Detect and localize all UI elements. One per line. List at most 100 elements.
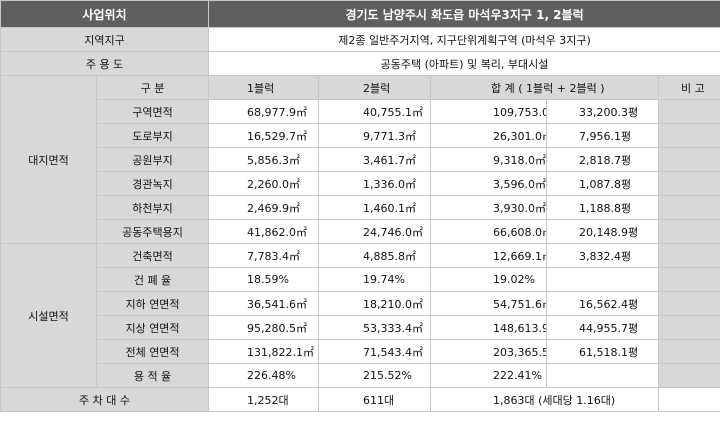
- col-remarks: 비 고: [658, 75, 720, 100]
- block2-cell: 53,333.4㎡: [318, 315, 432, 340]
- total-cell: 3,596.0㎡: [430, 171, 548, 196]
- pyeong-cell: 2,818.7평: [546, 147, 660, 172]
- table-row: 용 적 율 226.48% 215.52% 222.41%: [1, 363, 720, 388]
- location-row: 사업위치 경기도 남양주시 화도읍 마석우3지구 1, 2블럭: [0, 0, 720, 28]
- block2-cell: 3,461.7㎡: [318, 147, 432, 172]
- row-category-cell: 건 폐 율: [95, 267, 210, 292]
- block2-cell: 9,771.3㎡: [318, 123, 432, 148]
- row-category-cell: 공원부지: [95, 147, 210, 172]
- remarks-cell: [658, 339, 720, 364]
- block1-cell: 5,856.3㎡: [208, 147, 320, 172]
- pyeong-cell: 16,562.4평: [546, 291, 660, 316]
- block1-cell: 2,260.0㎡: [208, 171, 320, 196]
- remarks-cell: [658, 315, 720, 340]
- table-row: 공원부지 5,856.3㎡ 3,461.7㎡ 9,318.0㎡ 2,818.7평: [1, 147, 720, 172]
- table-row: 시설면적건축면적7,783.4㎡4,885.8㎡12,669.1㎡3,832.4…: [0, 243, 720, 388]
- block1-cell: 131,822.1㎡: [208, 339, 320, 364]
- remarks-cell: [658, 123, 720, 148]
- use-value: 공동주택 (아파트) 및 복리, 부대시설: [208, 51, 720, 76]
- total-cell: 3,930.0㎡: [430, 195, 548, 220]
- block2-cell: 71,543.4㎡: [318, 339, 432, 364]
- remarks-cell: [658, 171, 720, 196]
- pyeong-cell: [546, 267, 660, 292]
- block1-cell: 36,541.6㎡: [208, 291, 320, 316]
- pyeong-cell: 1,087.8평: [546, 171, 660, 196]
- total-cell: 222.41%: [430, 363, 548, 388]
- table-row: 전체 연면적131,822.1㎡71,543.4㎡203,365.5㎡61,51…: [1, 339, 720, 364]
- block2-cell: 4,885.8㎡: [318, 243, 432, 268]
- row-category-cell: 경관녹지: [95, 171, 210, 196]
- table-row: 건 폐 율 18.59% 19.74% 19.02%: [1, 267, 720, 292]
- block2-cell: 24,746.0㎡: [318, 219, 432, 244]
- row-category-cell: 용 적 율: [95, 363, 210, 388]
- block1-cell: 68,977.9㎡: [208, 99, 320, 124]
- remarks-cell: [658, 267, 720, 292]
- zone-value: 제2종 일반주거지역, 지구단위계획구역 (마석우 3지구): [208, 27, 720, 52]
- remarks-cell: [658, 219, 720, 244]
- total-cell: 54,751.6㎡: [430, 291, 548, 316]
- total-cell: 109,753.0㎡: [430, 99, 548, 124]
- remarks-cell: [658, 243, 720, 268]
- col-category: 구 분: [95, 75, 210, 100]
- block1-cell: 226.48%: [208, 363, 320, 388]
- block1-cell: 2,469.9㎡: [208, 195, 320, 220]
- row-category-cell: 건축면적: [95, 243, 210, 268]
- col-total: 합 계 ( 1블럭 + 2블럭 ): [430, 75, 660, 100]
- block2-cell: 1,460.1㎡: [318, 195, 432, 220]
- pyeong-cell: 44,955.7평: [546, 315, 660, 340]
- table-row: 하천부지 2,469.9㎡ 1,460.1㎡ 3,930.0㎡ 1,188.8평: [1, 195, 720, 220]
- row-category-cell: 하천부지: [95, 195, 210, 220]
- total-cell: 12,669.1㎡: [430, 243, 548, 268]
- use-row: 주 용 도 공동주택 (아파트) 및 복리, 부대시설: [0, 51, 720, 76]
- total-cell: 9,318.0㎡: [430, 147, 548, 172]
- block1-cell: 16,529.7㎡: [208, 123, 320, 148]
- remarks-cell: [658, 147, 720, 172]
- land-group-label: 대지면적: [0, 75, 97, 244]
- row-category-cell: 공동주택용지: [95, 219, 210, 244]
- row-category-cell: 지상 연면적: [95, 315, 210, 340]
- col-block2: 2블럭: [318, 75, 432, 100]
- use-label: 주 용 도: [0, 51, 210, 76]
- project-overview-table: 사업위치 경기도 남양주시 화도읍 마석우3지구 1, 2블럭 지역지구 제2종…: [0, 0, 720, 412]
- block1-cell: 18.59%: [208, 267, 320, 292]
- table-row: 경관녹지 2,260.0㎡ 1,336.0㎡ 3,596.0㎡ 1,087.8평: [1, 171, 720, 196]
- row-category-cell: 전체 연면적: [95, 339, 210, 364]
- table-row: 지하 연면적36,541.6㎡18,210.0㎡54,751.6㎡16,562.…: [1, 291, 720, 316]
- remarks-cell: [658, 99, 720, 124]
- zone-row: 지역지구 제2종 일반주거지역, 지구단위계획구역 (마석우 3지구): [0, 27, 720, 52]
- parking-block2: 611대: [318, 387, 432, 412]
- block2-cell: 1,336.0㎡: [318, 171, 432, 196]
- location-value: 경기도 남양주시 화도읍 마석우3지구 1, 2블럭: [208, 0, 720, 28]
- block1-cell: 41,862.0㎡: [208, 219, 320, 244]
- block2-cell: 215.52%: [318, 363, 432, 388]
- block2-cell: 40,755.1㎡: [318, 99, 432, 124]
- parking-row: 주 차 대 수 1,252대 611대 1,863대 (세대당 1.16대): [0, 387, 720, 412]
- table-row: 지상 연면적95,280.5㎡53,333.4㎡148,613.9㎡44,955…: [1, 315, 720, 340]
- block2-cell: 19.74%: [318, 267, 432, 292]
- remarks-cell: [658, 195, 720, 220]
- facility-group-label: 시설면적: [0, 243, 97, 388]
- block1-cell: 95,280.5㎡: [208, 315, 320, 340]
- parking-block1: 1,252대: [208, 387, 320, 412]
- pyeong-cell: 7,956.1평: [546, 123, 660, 148]
- pyeong-cell: 1,188.8평: [546, 195, 660, 220]
- pyeong-cell: 3,832.4평: [546, 243, 660, 268]
- pyeong-cell: 33,200.3평: [546, 99, 660, 124]
- table-row: 공동주택용지41,862.0㎡24,746.0㎡66,608.0㎡20,148.…: [1, 219, 720, 244]
- remarks-cell: [658, 387, 720, 412]
- total-cell: 66,608.0㎡: [430, 219, 548, 244]
- remarks-cell: [658, 363, 720, 388]
- zone-label: 지역지구: [0, 27, 210, 52]
- total-cell: 203,365.5㎡: [430, 339, 548, 364]
- block1-cell: 7,783.4㎡: [208, 243, 320, 268]
- parking-label: 주 차 대 수: [0, 387, 210, 412]
- remarks-cell: [658, 291, 720, 316]
- col-block1: 1블럭: [208, 75, 320, 100]
- parking-total: 1,863대 (세대당 1.16대): [430, 387, 660, 412]
- table-row: 구역면적68,977.9㎡40,755.1㎡109,753.0㎡33,200.3…: [1, 99, 720, 124]
- total-cell: 19.02%: [430, 267, 548, 292]
- row-category-cell: 지하 연면적: [95, 291, 210, 316]
- location-label: 사업위치: [0, 0, 210, 28]
- pyeong-cell: 20,148.9평: [546, 219, 660, 244]
